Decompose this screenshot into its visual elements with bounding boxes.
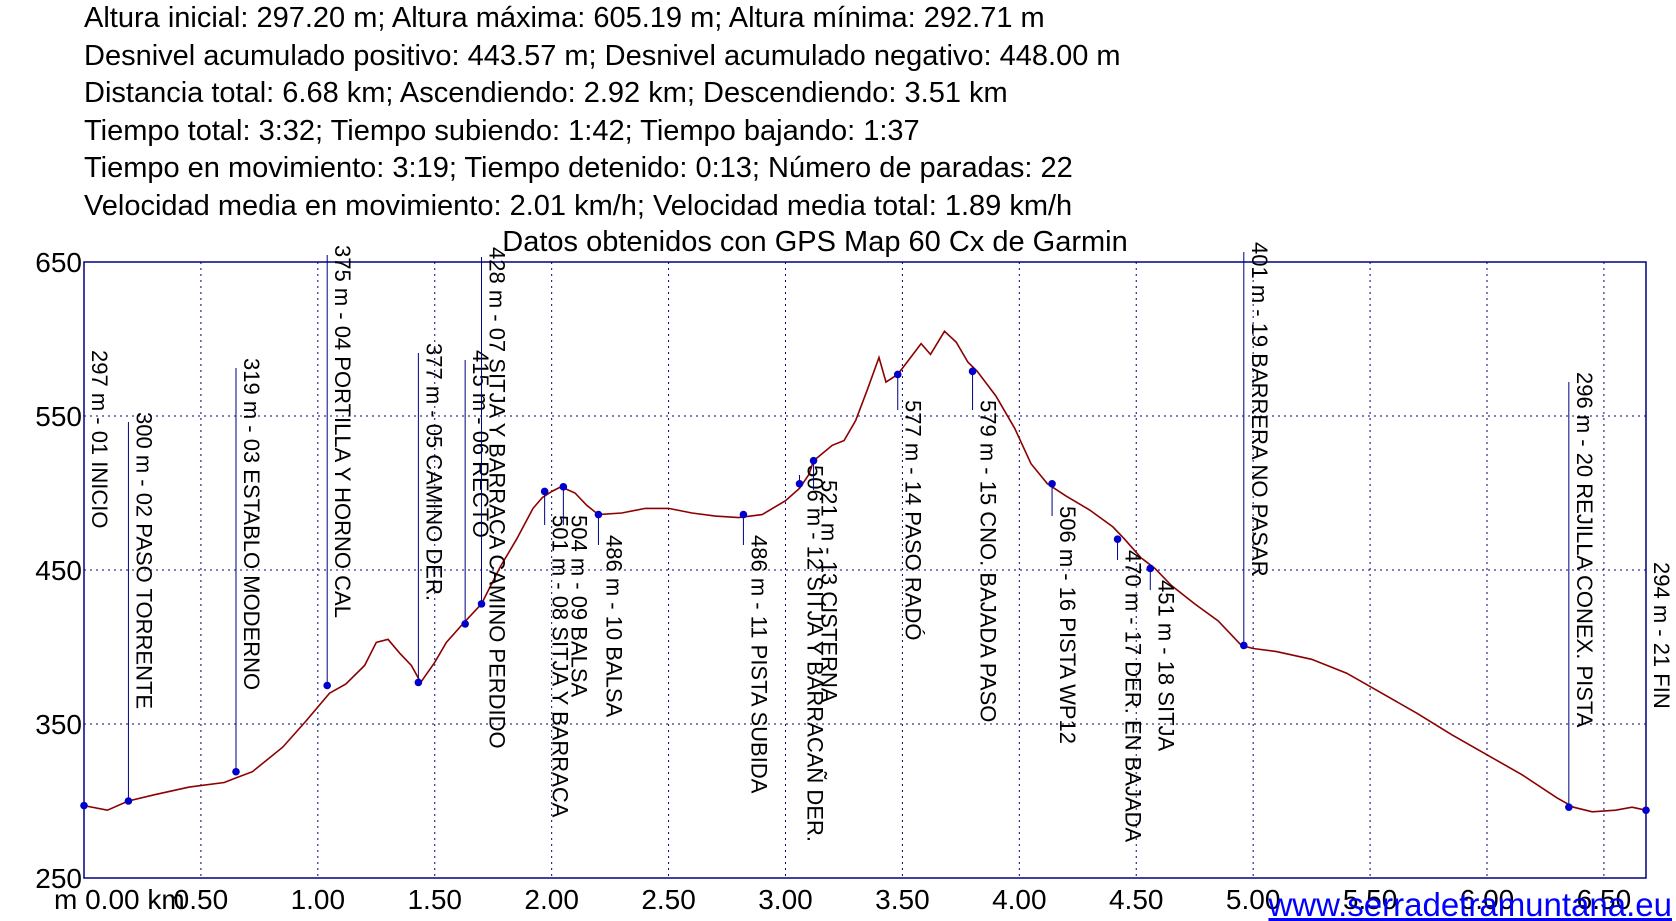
y-tick-label: 450 — [35, 555, 82, 586]
y-tick-label: 250 — [35, 863, 82, 894]
waypoint-label: 486 m - 10 BALSA — [601, 535, 626, 718]
x-tick-label: 5.50 — [1343, 884, 1398, 915]
stats-line-distance: Distancia total: 6.68 km; Ascendiendo: 2… — [84, 77, 1008, 109]
waypoint-label: 506 m - 12 SITJA Y BARRACAÑ DER. — [803, 465, 828, 842]
waypoint-dot — [559, 483, 568, 491]
waypoint-label: 296 m - 20 REJILLA CONEX. PISTA — [1572, 372, 1597, 728]
waypoint: 375 m - 04 PORTILLA Y HORNO CAL — [323, 245, 355, 690]
waypoint-label: 415 m - 06 RECTO — [468, 350, 493, 538]
y-axis-ticks: 250 350 450 550 650 — [35, 247, 82, 894]
waypoint-dot — [461, 620, 469, 628]
x-tick-label: 5.00 — [1226, 884, 1281, 915]
waypoint: 401 m - 19 BARRERA NO PASAR — [1240, 242, 1272, 650]
waypoint: 506 m - 16 PISTA WP12 — [1048, 479, 1080, 744]
waypoint-label: 294 m - 21 FIN — [1649, 562, 1674, 709]
waypoint: 486 m - 11 PISTA SUBIDA — [739, 510, 771, 794]
waypoint-dot — [414, 678, 423, 687]
waypoint: 506 m - 12 SITJA Y BARRACAÑ DER. — [795, 465, 828, 842]
x-tick-label: 4.00 — [992, 884, 1047, 915]
waypoint-dot — [1048, 479, 1056, 488]
waypoint: 294 m - 21 FIN — [1642, 562, 1674, 815]
x-tick-label: 3.00 — [758, 884, 813, 915]
x-tick-label: 6.00 — [1460, 884, 1515, 915]
waypoint: 470 m - 17 DER. EN BAJADA — [1113, 535, 1146, 843]
waypoint-label: 377 m - 05 CAMINO DER. — [421, 343, 446, 601]
waypoint-label: 428 m - 07 SITJA Y BARRACA CAMINO PERDID… — [485, 247, 510, 749]
waypoint-label: 501 m - 08 SITJA Y BARRACA — [548, 515, 573, 818]
waypoint-dot — [1642, 806, 1650, 815]
waypoint-dot — [540, 487, 549, 496]
waypoint-label: 521 m - 13 CISTERNA — [817, 480, 842, 703]
waypoint: 428 m - 07 SITJA Y BARRACA CAMINO PERDID… — [477, 247, 510, 749]
waypoint-dot — [893, 370, 902, 379]
x-axis-ticks: m 0.00 km0.50 1.00 1.50 2.00 2.50 3.00 3.50 4.0… — [54, 884, 1631, 915]
waypoint: 579 m - 15 CNO. BAJADA PASO — [968, 367, 1001, 722]
waypoint: 415 m - 06 RECTO — [461, 350, 493, 628]
waypoint-label: 470 m - 17 DER. EN BAJADA — [1121, 550, 1146, 843]
waypoint-dot — [1146, 564, 1155, 573]
waypoint-dot — [80, 801, 88, 810]
waypoint: 577 m - 14 PASO RADÓ — [893, 370, 926, 640]
waypoint-dot — [809, 456, 818, 465]
x-tick-label: 0.50 — [174, 884, 229, 915]
waypoint-label: 451 m - 18 SITJA — [1153, 580, 1178, 752]
waypoint-label: 375 m - 04 PORTILLA Y HORNO CAL — [330, 245, 355, 618]
waypoint-dot — [968, 367, 977, 376]
waypoint-label: 486 m - 11 PISTA SUBIDA — [746, 535, 771, 794]
waypoint-dot — [232, 767, 240, 776]
x-tick-label: 1.00 — [291, 884, 346, 915]
waypoint: 451 m - 18 SITJA — [1146, 564, 1178, 752]
elevation-profile-line — [83, 330, 1647, 813]
waypoint: 300 m - 02 PASO TORRENTE — [124, 412, 156, 805]
waypoint: 297 m - 01 INICIO — [80, 350, 112, 810]
waypoint-dot — [124, 797, 133, 805]
x-tick-label: 2.00 — [524, 884, 579, 915]
waypoint: 319 m - 03 ESTABLO MODERNO — [232, 358, 264, 776]
waypoint: 296 m - 20 REJILLA CONEX. PISTA — [1565, 372, 1597, 811]
grid-lines — [84, 262, 1646, 878]
stats-line-elevation-gain: Desnivel acumulado positivo: 443.57 m; D… — [84, 39, 1121, 72]
waypoint-label: 300 m - 02 PASO TORRENTE — [131, 412, 156, 709]
waypoint: 486 m - 10 BALSA — [594, 510, 626, 718]
x-tick-label: 4.50 — [1109, 884, 1164, 915]
summary-header: Altura inicial: 297.20 m; Altura máxima:… — [84, 0, 1584, 225]
waypoint-label: 401 m - 19 BARRERA NO PASAR — [1247, 242, 1272, 577]
waypoint-label: 297 m - 01 INICIO — [87, 350, 112, 529]
waypoint-dot — [1113, 535, 1122, 543]
waypoint: 521 m - 13 CISTERNA — [809, 456, 842, 703]
y-tick-label: 650 — [35, 247, 82, 278]
y-tick-label: 350 — [35, 709, 82, 740]
waypoint-markers: 297 m - 01 INICIO 300 m - 02 PASO TORRENT… — [80, 242, 1674, 843]
x-tick-label: m 0.00 km — [54, 884, 185, 915]
waypoint-dot — [1240, 641, 1248, 650]
waypoint-dot — [594, 510, 603, 519]
website-watermark[interactable]: www.serradetramuntana.eu — [1267, 886, 1672, 921]
data-source-note: Datos obtenidos con GPS Map 60 Cx de Gar… — [502, 226, 1127, 258]
waypoint-label: 577 m - 14 PASO RADÓ — [901, 400, 926, 640]
waypoint-label: 504 m - 09 BALSA — [566, 515, 591, 698]
waypoint-label: 319 m - 03 ESTABLO MODERNO — [239, 358, 264, 690]
x-tick-label: 2.50 — [641, 884, 696, 915]
waypoint-dot — [477, 600, 486, 608]
waypoint: 501 m - 08 SITJA Y BARRACA — [540, 487, 573, 818]
waypoint-dot — [795, 479, 804, 488]
waypoint: 504 m - 09 BALSA — [559, 483, 591, 698]
stats-line-altitudes: Altura inicial: 297.20 m; Altura máxima:… — [84, 2, 1045, 34]
stats-line-time: Tiempo total: 3:32; Tiempo subiendo: 1:4… — [84, 114, 920, 147]
x-tick-label: 3.50 — [875, 884, 930, 915]
waypoint: 377 m - 05 CAMINO DER. — [414, 343, 446, 687]
waypoint-dot — [323, 681, 331, 690]
waypoint-label: 579 m - 15 CNO. BAJADA PASO — [976, 400, 1001, 722]
waypoint-label: 506 m - 16 PISTA WP12 — [1055, 506, 1080, 744]
x-tick-label: 1.50 — [407, 884, 462, 915]
waypoint-dot — [1565, 803, 1573, 811]
stats-line-moving-time: Tiempo en movimiento: 3:19; Tiempo deten… — [84, 152, 1073, 184]
x-tick-label: 6.50 — [1577, 884, 1632, 915]
stats-line-speed: Velocidad media en movimiento: 2.01 km/h… — [84, 189, 1073, 222]
waypoint-dot — [739, 510, 748, 519]
y-tick-label: 550 — [35, 401, 82, 432]
